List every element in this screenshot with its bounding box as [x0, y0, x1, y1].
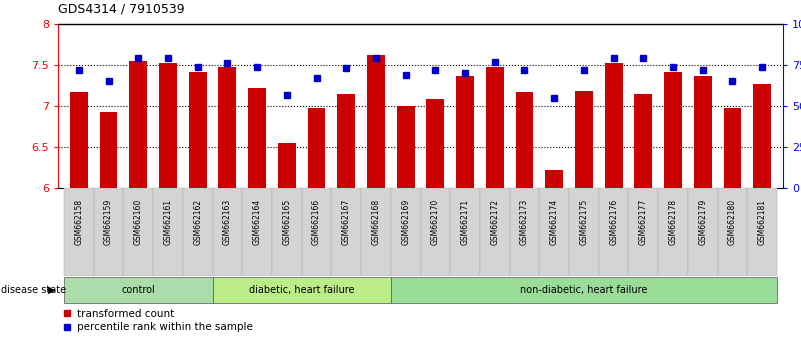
Bar	[599, 188, 629, 276]
Text: GSM662177: GSM662177	[639, 199, 648, 245]
Bar	[64, 188, 94, 276]
Bar	[664, 72, 682, 188]
Text: GSM662174: GSM662174	[549, 199, 559, 245]
Bar	[219, 68, 236, 188]
Bar	[212, 188, 242, 276]
Bar	[308, 108, 325, 188]
Bar	[718, 188, 747, 276]
Text: GSM662176: GSM662176	[609, 199, 618, 245]
Text: GSM662172: GSM662172	[490, 199, 499, 245]
Bar	[723, 108, 742, 188]
Text: GDS4314 / 7910539: GDS4314 / 7910539	[58, 2, 184, 15]
Bar	[129, 61, 147, 188]
Text: GSM662166: GSM662166	[312, 199, 321, 245]
Bar	[605, 63, 622, 188]
Bar	[486, 68, 504, 188]
Bar	[391, 188, 421, 276]
Text: non-diabetic, heart failure: non-diabetic, heart failure	[520, 285, 648, 295]
Text: ▶: ▶	[48, 285, 56, 295]
Bar	[189, 72, 207, 188]
Text: GSM662169: GSM662169	[401, 199, 410, 245]
Bar	[123, 188, 153, 276]
Bar	[747, 188, 777, 276]
Text: GSM662180: GSM662180	[728, 199, 737, 245]
Bar	[248, 88, 266, 188]
Bar	[64, 278, 212, 303]
Bar	[332, 188, 361, 276]
Bar	[516, 92, 533, 188]
Bar	[272, 188, 302, 276]
Text: GSM662181: GSM662181	[758, 199, 767, 245]
Text: GSM662170: GSM662170	[431, 199, 440, 245]
Bar	[302, 188, 332, 276]
Bar	[99, 112, 118, 188]
Text: GSM662161: GSM662161	[163, 199, 172, 245]
Bar	[367, 55, 384, 188]
Bar	[629, 188, 658, 276]
Bar	[426, 99, 445, 188]
Text: GSM662171: GSM662171	[461, 199, 469, 245]
Bar	[361, 188, 391, 276]
Bar	[278, 143, 296, 188]
Text: GSM662165: GSM662165	[282, 199, 292, 245]
Bar	[153, 188, 183, 276]
Bar	[450, 188, 480, 276]
Text: GSM662178: GSM662178	[669, 199, 678, 245]
Bar	[634, 94, 652, 188]
Bar	[569, 188, 599, 276]
Text: disease state: disease state	[1, 285, 66, 295]
Text: GSM662167: GSM662167	[342, 199, 351, 245]
Text: control: control	[121, 285, 155, 295]
Bar	[94, 188, 123, 276]
Legend: transformed count, percentile rank within the sample: transformed count, percentile rank withi…	[63, 309, 252, 332]
Bar	[480, 188, 509, 276]
Bar	[159, 63, 177, 188]
Bar	[212, 278, 391, 303]
Bar	[658, 188, 688, 276]
Text: diabetic, heart failure: diabetic, heart failure	[249, 285, 354, 295]
Text: GSM662158: GSM662158	[74, 199, 83, 245]
Bar	[70, 92, 88, 188]
Bar	[183, 188, 212, 276]
Text: GSM662179: GSM662179	[698, 199, 707, 245]
Bar	[396, 106, 415, 188]
Bar	[753, 84, 771, 188]
Bar	[688, 188, 718, 276]
Bar	[694, 76, 712, 188]
Text: GSM662168: GSM662168	[372, 199, 380, 245]
Text: GSM662162: GSM662162	[193, 199, 202, 245]
Bar	[509, 188, 539, 276]
Text: GSM662163: GSM662163	[223, 199, 231, 245]
Bar	[575, 91, 593, 188]
Text: GSM662164: GSM662164	[252, 199, 262, 245]
Bar	[545, 170, 563, 188]
Text: GSM662159: GSM662159	[104, 199, 113, 245]
Bar	[337, 94, 355, 188]
Text: GSM662160: GSM662160	[134, 199, 143, 245]
Bar	[539, 188, 569, 276]
Text: GSM662175: GSM662175	[579, 199, 589, 245]
Bar	[242, 188, 272, 276]
Bar	[421, 188, 450, 276]
Text: GSM662173: GSM662173	[520, 199, 529, 245]
Bar	[391, 278, 777, 303]
Bar	[456, 76, 474, 188]
